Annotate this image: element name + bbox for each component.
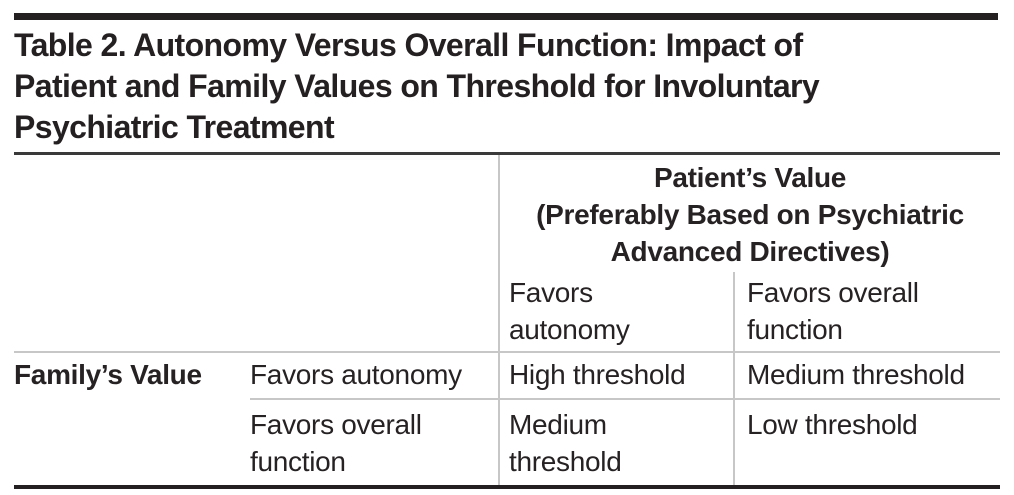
cell-medium-threshold-top: Medium threshold xyxy=(733,351,1000,398)
corner-empty-cell xyxy=(14,155,498,351)
row-group-header-familys-value: Family’s Value xyxy=(14,351,250,485)
row-label-favors-overall-function: Favors overall function xyxy=(250,398,498,485)
table-title: Table 2. Autonomy Versus Overall Functio… xyxy=(14,27,820,145)
cell-low-threshold: Low threshold xyxy=(733,398,1000,485)
row-label-favors-autonomy: Favors autonomy xyxy=(250,351,498,398)
cell-high-threshold: High threshold xyxy=(498,351,733,398)
column-header-favors-autonomy: Favors autonomy xyxy=(498,272,733,351)
column-group-header-patients-value: Patient’s Value (Preferably Based on Psy… xyxy=(498,155,1000,272)
top-accent-bar xyxy=(14,13,998,20)
threshold-matrix-table: Patient’s Value (Preferably Based on Psy… xyxy=(14,152,1000,489)
column-header-favors-overall-function: Favors overall function xyxy=(733,272,1000,351)
cell-medium-threshold-bottom: Medium threshold xyxy=(498,398,733,485)
